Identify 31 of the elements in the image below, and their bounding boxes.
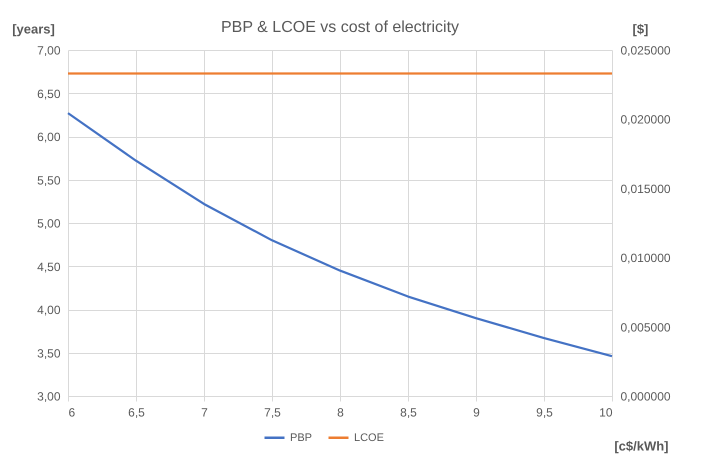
- x-tick-label: 8: [337, 406, 344, 420]
- y-tick-label: 7,00: [37, 44, 61, 58]
- legend-label: PBP: [290, 432, 312, 444]
- y-tick-label: 6,00: [37, 130, 61, 144]
- y-tick-label: 4,50: [37, 260, 61, 274]
- y2-tick-label: 0,015000: [620, 182, 671, 196]
- y-tick-label: 3,00: [37, 390, 61, 404]
- x-tick-label: 9: [473, 406, 480, 420]
- x-tick-label: 9,5: [536, 406, 554, 420]
- y2-tick-label: 0,000000: [620, 390, 671, 404]
- x-tick-label: 10: [599, 406, 613, 420]
- x-tick-label: 6: [68, 406, 76, 420]
- y2-tick-label: 0,010000: [620, 251, 671, 266]
- y2-axis-title: [$]: [632, 22, 648, 36]
- legend-label: LCOE: [354, 432, 384, 444]
- y-tick-label: 3,50: [37, 346, 61, 360]
- x-tick-label: 8,5: [400, 406, 418, 420]
- y-tick-label: 4,00: [37, 303, 61, 317]
- x-tick-label: 6,5: [128, 406, 146, 420]
- x-tick-label: 7: [201, 406, 208, 420]
- y2-tick-label: 0,005000: [620, 320, 671, 334]
- y-axis-title: [years]: [12, 22, 55, 36]
- line-series: [66, 112, 614, 358]
- y-tick-label: 6,50: [37, 86, 61, 101]
- y-tick-label: 5,00: [37, 216, 61, 230]
- x-tick-label: 7,5: [264, 406, 282, 420]
- chart-title: PBP & LCOE vs cost of electricity: [220, 19, 460, 36]
- y-tick-label: 5,50: [37, 173, 61, 188]
- y2-tick-label: 0,020000: [620, 112, 671, 127]
- x-axis-title: [c$/kWh]: [614, 438, 668, 454]
- y2-tick-label: 0,025000: [620, 44, 671, 58]
